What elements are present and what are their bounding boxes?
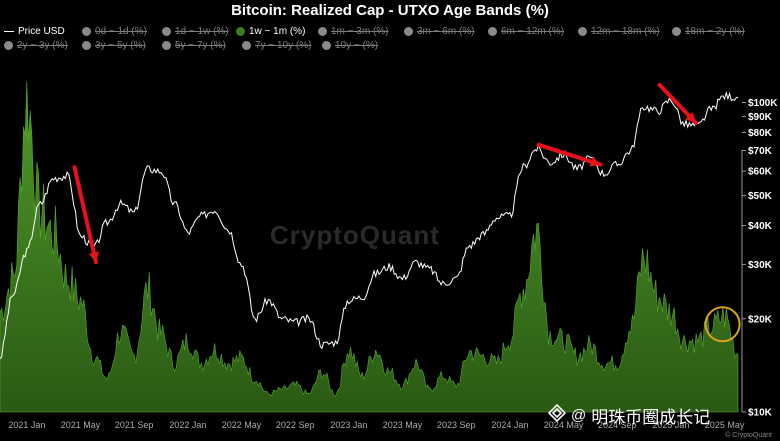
x-tick-label: 2021 May [61, 420, 101, 430]
price-tick-label: $70K [748, 146, 773, 157]
legend-dot-icon [82, 27, 91, 36]
legend-label: 3y ~ 5y (%) [95, 40, 146, 51]
legend-label: 18m ~ 2y (%) [685, 26, 745, 37]
legend-item-0[interactable]: Price USD [4, 26, 65, 37]
annotation-arrow-shaft [536, 142, 603, 167]
legend-item-10[interactable]: 3y ~ 5y (%) [82, 40, 146, 51]
brand-name: 明珠币圈成长记 [591, 408, 711, 427]
x-tick-label: 2021 Sep [115, 420, 154, 430]
x-tick-label: 2023 Jan [330, 420, 367, 430]
legend-item-7[interactable]: 12m ~ 18m (%) [578, 26, 660, 37]
legend-dot-icon [578, 27, 587, 36]
x-tick-label: 2022 Jan [169, 420, 206, 430]
chart-title: Bitcoin: Realized Cap - UTXO Age Bands (… [231, 2, 549, 19]
price-tick-label: $10K [748, 408, 773, 419]
legend-dot-icon [322, 41, 331, 50]
legend-label: 7y ~ 10y (%) [255, 40, 312, 51]
legend-dot-icon [162, 41, 171, 50]
legend-dot-icon [242, 41, 251, 50]
legend-dot-icon [404, 27, 413, 36]
legend-item-6[interactable]: 6m ~ 12m (%) [488, 26, 564, 37]
price-tick-label: $40K [748, 221, 773, 232]
x-tick-label: 2025 Jan [652, 420, 689, 430]
x-tick-label: 2024 Sep [598, 420, 637, 430]
x-tick-label: 2023 May [383, 420, 423, 430]
legend-item-8[interactable]: 18m ~ 2y (%) [672, 26, 745, 37]
x-tick-label: 2025 May [705, 420, 745, 430]
legend-label: 1d ~ 1w (%) [175, 26, 229, 37]
x-tick-label: 2022 Sep [276, 420, 315, 430]
x-tick-label: 2024 Jan [491, 420, 528, 430]
legend-item-9[interactable]: 2y ~ 3y (%) [4, 40, 68, 51]
legend-label: 12m ~ 18m (%) [591, 26, 660, 37]
price-tick-label: $100K [748, 98, 778, 109]
x-tick-label: 2024 May [544, 420, 584, 430]
legend-item-12[interactable]: 7y ~ 10y (%) [242, 40, 311, 51]
price-tick-label: $80K [748, 128, 773, 139]
brand-watermark: @ 明珠币圈成长记 [547, 403, 711, 428]
series-band-area [0, 81, 739, 413]
legend-item-5[interactable]: 3m ~ 6m (%) [404, 26, 475, 37]
x-tick-label: 2023 Sep [437, 420, 476, 430]
annotation-arrow-shaft [72, 165, 98, 265]
legend-dot-icon [82, 41, 91, 50]
legend-label: 6m ~ 12m (%) [501, 26, 565, 37]
annotation-arrow-head [685, 112, 696, 123]
price-tick-label: $20K [748, 314, 773, 325]
legend-label: Price USD [18, 26, 65, 37]
legend-item-2[interactable]: 1d ~ 1w (%) [162, 26, 229, 37]
x-tick-label: 2022 May [222, 420, 262, 430]
annotation-arrow-head [589, 156, 601, 167]
legend-label: 5y ~ 7y (%) [175, 40, 226, 51]
watermark-text: CryptoQuant [270, 220, 440, 250]
legend-label: 0d ~ 1d (%) [95, 26, 147, 37]
price-tick-label: $90K [748, 112, 773, 123]
brand-logo-icon [547, 403, 567, 427]
annotation-arrow-head [88, 251, 99, 263]
x-tick-label: 2021 Jan [8, 420, 45, 430]
legend-item-3[interactable]: 1w ~ 1m (%) [236, 26, 305, 37]
legend-item-4[interactable]: 1m ~ 3m (%) [318, 26, 389, 37]
price-tick-label: $60K [748, 167, 773, 178]
legend-dot-icon [162, 27, 171, 36]
legend-label: 10y ~ (%) [335, 40, 379, 51]
legend-line-icon [4, 31, 14, 32]
legend-dot-icon [672, 27, 681, 36]
legend-dot-icon [4, 41, 13, 50]
price-tick-label: $30K [748, 260, 773, 271]
price-tick-label: $50K [748, 191, 773, 202]
legend-label: 1w ~ 1m (%) [249, 26, 306, 37]
legend-label: 3m ~ 6m (%) [417, 26, 475, 37]
legend-dot-icon [236, 27, 245, 36]
legend-dot-icon [318, 27, 327, 36]
legend-label: 1m ~ 3m (%) [331, 26, 389, 37]
legend-item-1[interactable]: 0d ~ 1d (%) [82, 26, 147, 37]
legend-label: 2y ~ 3y (%) [17, 40, 68, 51]
legend-item-13[interactable]: 10y ~ (%) [322, 40, 378, 51]
series-price-line [0, 90, 739, 360]
annotation-circle [704, 306, 741, 343]
chart-credit: © CryptoQuant [725, 432, 772, 439]
legend-dot-icon [488, 27, 497, 36]
legend-item-11[interactable]: 5y ~ 7y (%) [162, 40, 226, 51]
brand-at: @ [571, 407, 587, 424]
